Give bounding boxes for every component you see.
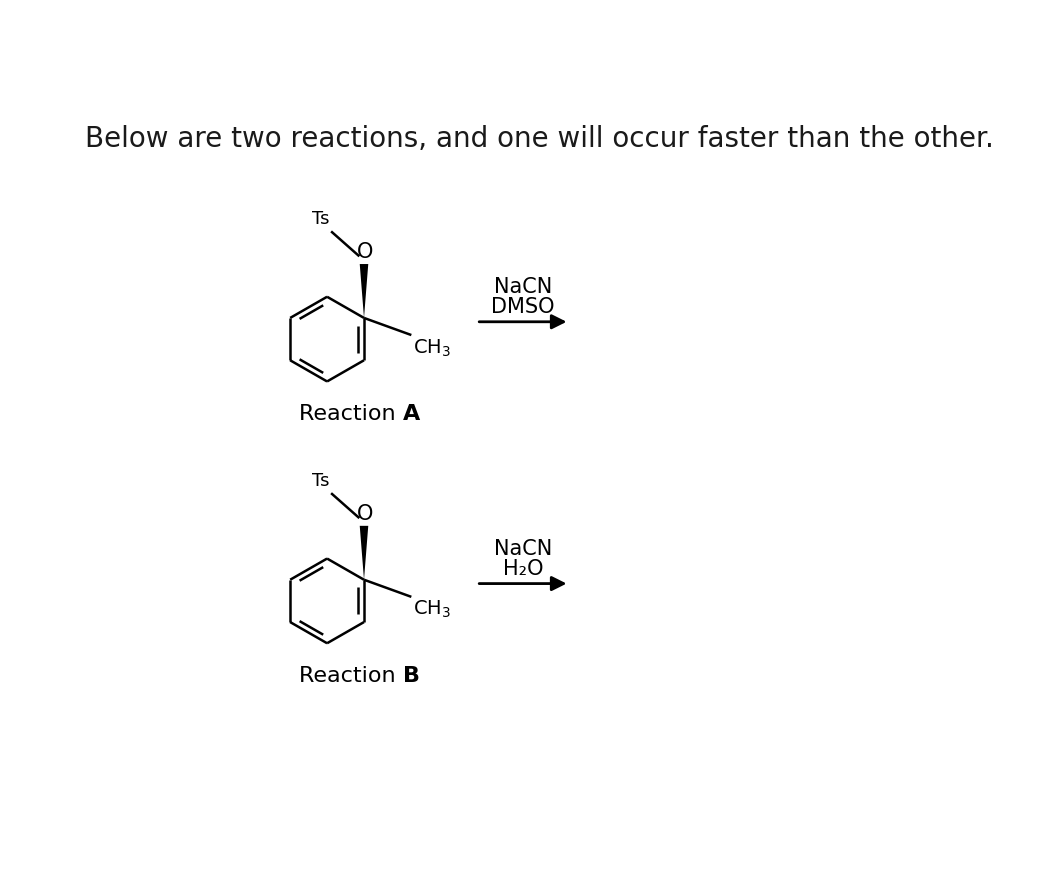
Text: Ts: Ts bbox=[312, 472, 329, 490]
Text: Reaction: Reaction bbox=[299, 405, 403, 424]
Text: Reaction: Reaction bbox=[299, 666, 403, 686]
Text: A: A bbox=[403, 405, 420, 424]
Text: B: B bbox=[403, 666, 420, 686]
Polygon shape bbox=[360, 526, 368, 580]
Text: CH$_3$: CH$_3$ bbox=[412, 599, 451, 621]
Text: NaCN: NaCN bbox=[493, 277, 552, 297]
Text: O: O bbox=[358, 503, 373, 523]
Polygon shape bbox=[360, 264, 368, 318]
Text: DMSO: DMSO bbox=[491, 297, 554, 317]
Text: NaCN: NaCN bbox=[493, 539, 552, 559]
Text: CH$_3$: CH$_3$ bbox=[412, 337, 451, 358]
Text: Below are two reactions, and one will occur faster than the other.: Below are two reactions, and one will oc… bbox=[85, 126, 993, 153]
Text: Ts: Ts bbox=[312, 210, 329, 228]
Text: H₂O: H₂O bbox=[503, 559, 543, 579]
Text: O: O bbox=[358, 242, 373, 262]
